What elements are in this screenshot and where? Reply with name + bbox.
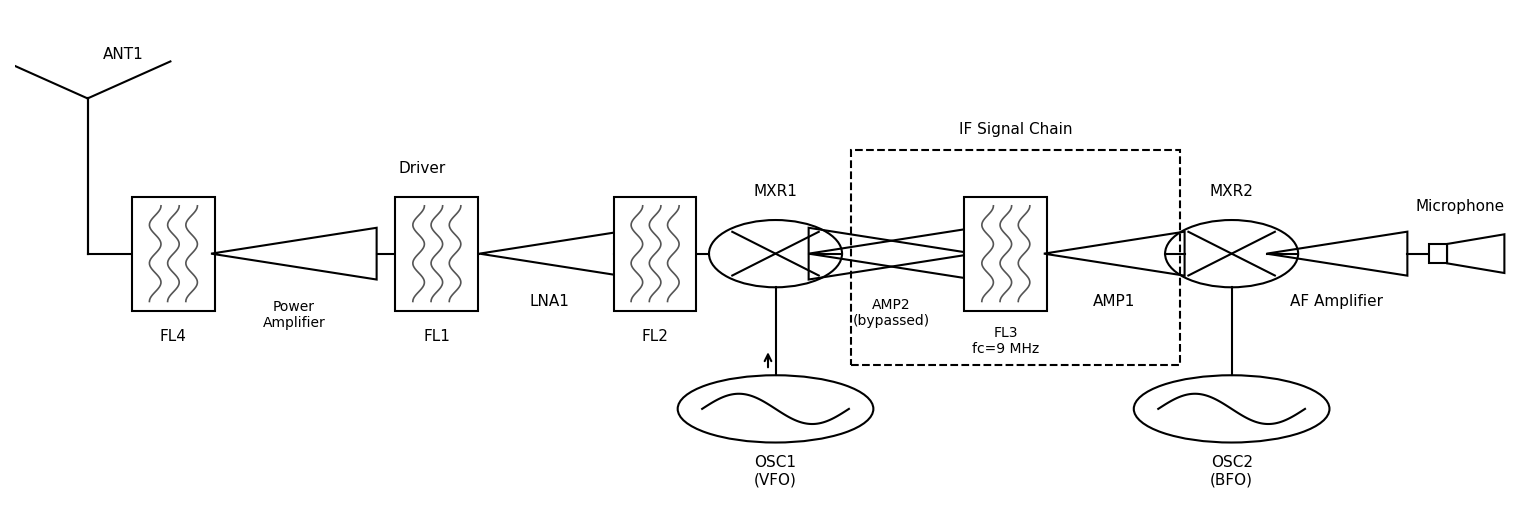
Text: FL3
fc=9 MHz: FL3 fc=9 MHz [972,326,1040,356]
Text: Driver: Driver [398,161,445,176]
Text: FL2: FL2 [642,328,668,344]
Bar [1428,244,1447,263]
Bar [132,197,215,310]
Text: MXR2: MXR2 [1210,184,1253,199]
Text: OSC1
(VFO): OSC1 (VFO) [754,456,797,488]
Text: ANT1: ANT1 [103,47,143,62]
Text: LNA1: LNA1 [530,294,570,309]
Bar [614,197,696,310]
Text: FL4: FL4 [160,328,187,344]
Text: OSC2
(BFO): OSC2 (BFO) [1210,456,1253,488]
Bar [395,197,478,310]
Text: AF Amplifier: AF Amplifier [1290,294,1384,309]
Text: IF Signal Chain: IF Signal Chain [958,122,1072,137]
Text: AMP2
(bypassed): AMP2 (bypassed) [852,298,929,328]
Text: MXR1: MXR1 [754,184,797,199]
Text: AMP1: AMP1 [1094,294,1135,309]
Text: FL1: FL1 [424,328,450,344]
Text: Microphone: Microphone [1416,199,1505,214]
Bar [965,197,1048,310]
Text: Power
Amplifier: Power Amplifier [263,300,326,331]
Bar [851,150,1181,365]
